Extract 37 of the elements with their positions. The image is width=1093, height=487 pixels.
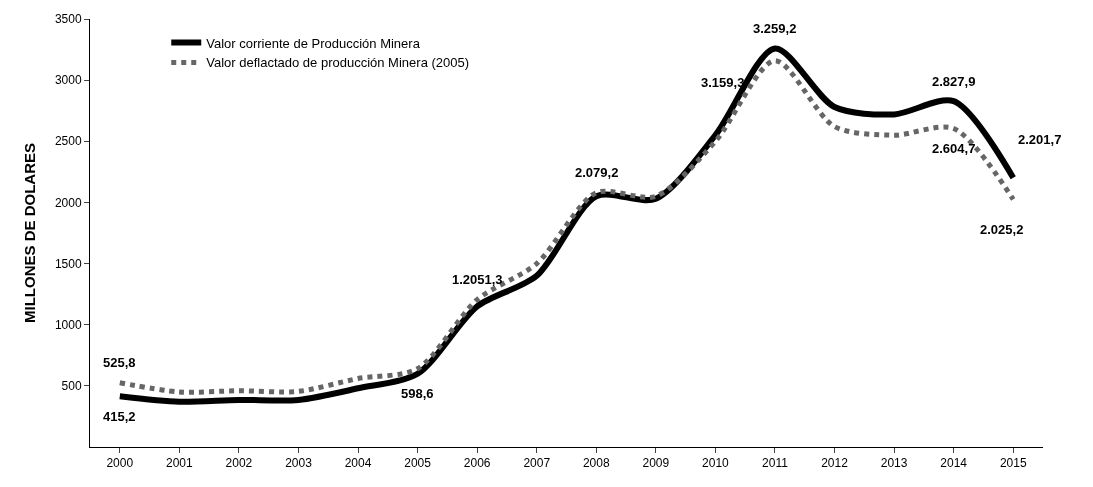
x-tick-label: 2007: [523, 456, 551, 471]
x-tick-label: 2014: [940, 456, 968, 471]
y-tick-label: 2000: [54, 195, 82, 210]
x-tick-label: 2005: [404, 456, 432, 471]
y-tick-label: 1000: [54, 317, 82, 332]
annotation: 3.159,3: [701, 75, 745, 90]
annotation: 2.201,7: [1018, 132, 1062, 147]
x-tick-label: 2012: [821, 456, 849, 471]
x-tick-label: 2000: [106, 456, 134, 471]
x-tick-label: 2002: [225, 456, 253, 471]
annotation: 1.2051,3: [452, 272, 503, 287]
x-tick-label: 2009: [642, 456, 670, 471]
annotation: 2.025,2: [980, 222, 1024, 237]
annotation: 3.259,2: [753, 21, 797, 36]
y-tick-label: 3000: [54, 73, 82, 88]
y-tick-label: 1500: [54, 256, 82, 271]
x-tick-label: 2013: [880, 456, 908, 471]
x-tick-label: 2015: [999, 456, 1027, 471]
y-tick-label: 500: [61, 379, 82, 394]
x-tick-label: 2004: [344, 456, 372, 471]
annotation: 525,8: [103, 355, 136, 370]
x-tick-label: 2003: [285, 456, 313, 471]
x-tick-label: 2011: [762, 456, 789, 471]
annotation: 598,6: [401, 386, 434, 401]
y-tick-label: 2500: [54, 134, 82, 149]
y-axis-title: MILLONES DE DOLARES: [21, 142, 39, 324]
legend-label: Valor deflactado de producción Minera (2005): [206, 55, 470, 71]
annotation: 2.079,2: [575, 165, 619, 180]
x-tick-label: 2010: [702, 456, 730, 471]
x-tick-label: 2006: [463, 456, 491, 471]
annotation: 2.604,7: [932, 141, 976, 156]
x-tick-label: 2001: [165, 456, 194, 471]
legend-label: Valor corriente de Producción Minera: [206, 35, 421, 51]
x-tick-label: 2008: [582, 456, 610, 471]
annotation: 2.827,9: [932, 74, 976, 89]
y-tick-label: 3500: [54, 12, 82, 27]
annotation: 415,2: [103, 409, 136, 424]
